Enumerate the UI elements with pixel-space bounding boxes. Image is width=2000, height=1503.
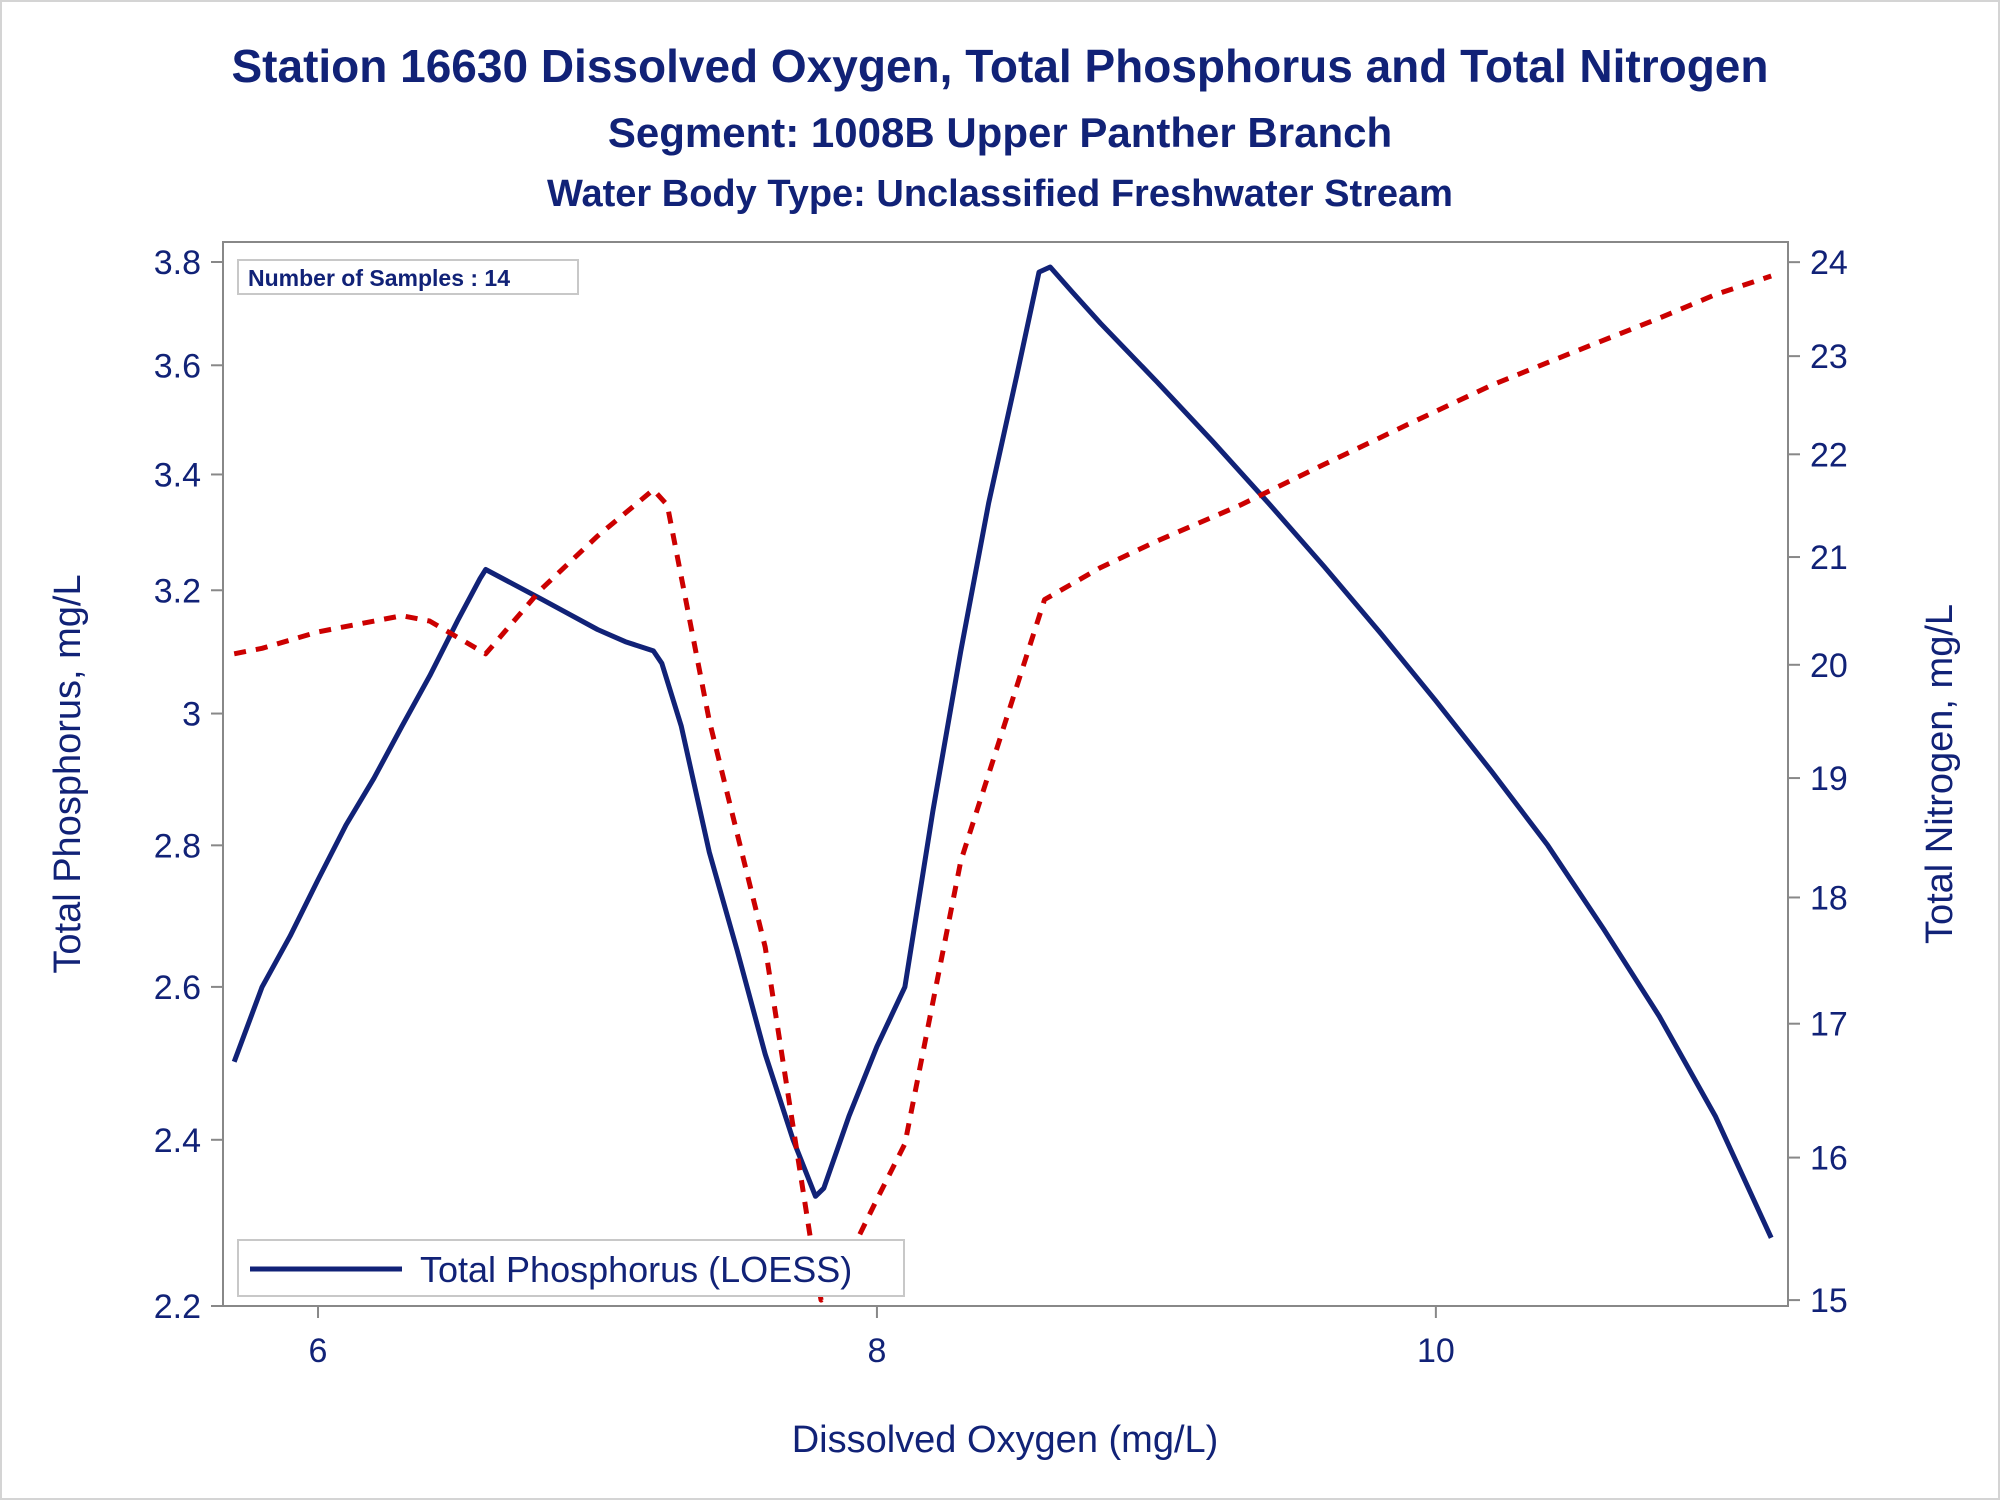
x-tick-label: 6 xyxy=(309,1332,328,1370)
y2-tick-label: 21 xyxy=(1810,539,1848,577)
x-axis: 6 8 10 xyxy=(309,1306,1455,1370)
y2-tick-label: 23 xyxy=(1810,338,1848,376)
y-axis-left: 2.2 2.4 2.6 2.8 3 3.2 3.4 3.6 3.8 xyxy=(154,244,223,1326)
series-line-nitrogen xyxy=(233,273,1772,1303)
y-tick-label: 2.2 xyxy=(154,1288,201,1326)
y2-tick-label: 16 xyxy=(1810,1140,1848,1178)
x-axis-label: Dissolved Oxygen (mg/L) xyxy=(792,1419,1219,1461)
y-tick-label: 2.8 xyxy=(154,827,201,865)
y-tick-label: 3.2 xyxy=(154,572,201,610)
y-tick-label: 3.4 xyxy=(154,456,201,494)
y-axis-right: 15 16 17 18 19 20 21 22 23 24 xyxy=(1788,244,1848,1320)
y-tick-label: 3.8 xyxy=(154,244,201,282)
x-tick-label: 8 xyxy=(867,1332,886,1370)
x-tick-label: 10 xyxy=(1417,1332,1455,1370)
chart-subtitle-2: Water Body Type: Unclassified Freshwater… xyxy=(547,173,1453,215)
y2-axis-label: Total Nitrogen, mg/L xyxy=(1919,604,1961,944)
y-axis-label: Total Phosphorus, mg/L xyxy=(47,574,89,973)
series-line-phosphorus xyxy=(231,264,1774,1239)
y-tick-label: 2.6 xyxy=(154,969,201,1007)
legend: Total Phosphorus (LOESS) xyxy=(237,1239,905,1297)
y-tick-label: 2.4 xyxy=(154,1122,201,1160)
annotation-box xyxy=(237,259,579,295)
plot-area xyxy=(222,241,1789,1307)
y2-tick-label: 18 xyxy=(1810,879,1848,917)
legend-label-phosphorus: Total Phosphorus (LOESS) xyxy=(420,1249,852,1290)
annotation-text: Number of Samples : 14 xyxy=(248,265,510,291)
y2-tick-label: 24 xyxy=(1810,244,1848,282)
y-tick-label: 3.6 xyxy=(154,347,201,385)
y2-tick-label: 20 xyxy=(1810,647,1848,685)
y2-tick-label: 22 xyxy=(1810,436,1848,474)
chart-subtitle: Segment: 1008B Upper Panther Branch xyxy=(608,109,1392,156)
y2-tick-label: 19 xyxy=(1810,760,1848,798)
y-tick-label: 3 xyxy=(182,696,201,734)
chart-title: Station 16630 Dissolved Oxygen, Total Ph… xyxy=(231,40,1768,92)
series-layer xyxy=(231,264,1774,1303)
y2-tick-label: 17 xyxy=(1810,1006,1848,1044)
sample-count-annotation: Number of Samples : 14 xyxy=(237,259,579,295)
y2-tick-label: 15 xyxy=(1810,1282,1848,1320)
